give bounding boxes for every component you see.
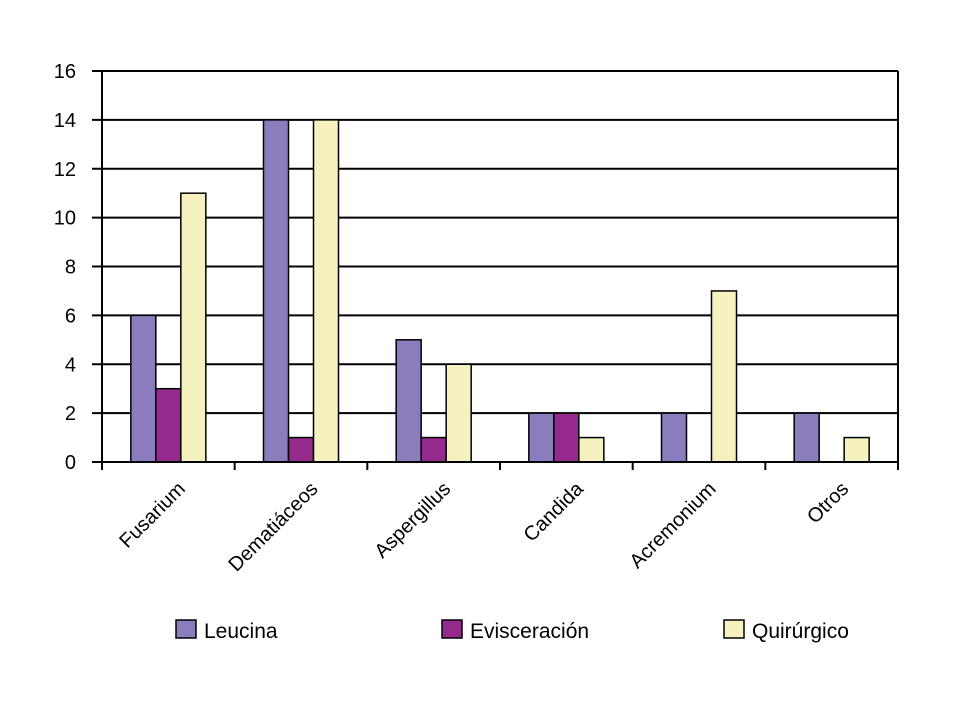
y-tick-label: 4 — [65, 354, 76, 376]
y-tick-label: 16 — [54, 61, 76, 83]
y-tick-label: 6 — [65, 305, 76, 327]
legend-label: Evisceración — [470, 620, 589, 643]
legend-label: Leucina — [204, 620, 278, 643]
y-tick-label: 8 — [65, 257, 76, 279]
bar-leucina-aspergillus — [395, 339, 422, 463]
bar-leucina-dematiáceos — [262, 119, 290, 463]
y-axis-ticks: 0 2 4 6 8 10 12 14 16 — [54, 61, 102, 474]
legend-swatch — [723, 619, 745, 639]
y-tick-label: 12 — [54, 159, 76, 181]
x-tick-label: Aspergillus — [370, 478, 455, 563]
bars — [130, 119, 870, 463]
bar-leucina-fusarium — [130, 314, 157, 463]
bar-quirúrgico-acremonium — [710, 290, 738, 463]
bar-leucina-acremonium — [660, 412, 688, 463]
y-tick-label: 2 — [65, 403, 76, 425]
bar-evisceración-aspergillus — [420, 436, 447, 463]
bar-quirúrgico-candida — [578, 436, 605, 463]
bar-leucina-otros — [793, 412, 820, 463]
gridlines — [102, 70, 898, 415]
x-axis-ticks: Fusarium Dematiáceos Aspergillus Candida Acr… — [101, 462, 899, 576]
y-tick-label: 0 — [65, 452, 76, 474]
legend-swatch — [441, 619, 463, 639]
y-tick-label: 14 — [54, 110, 76, 132]
bar-evisceración-fusarium — [155, 387, 182, 463]
legend-item: Quirúrgico — [723, 619, 849, 643]
x-tick-label: Candida — [520, 477, 589, 546]
bar-quirúrgico-otros — [843, 436, 870, 463]
x-tick-label: Acremonium — [626, 478, 721, 573]
bar-quirúrgico-dematiáceos — [312, 119, 340, 463]
x-tick-label: Fusarium — [115, 478, 190, 553]
legend-item: Leucina — [175, 619, 278, 643]
bar-leucina-candida — [528, 412, 555, 463]
x-tick-label: Otros — [803, 478, 853, 528]
bar-evisceración-candida — [553, 412, 580, 463]
legend-label: Quirúrgico — [752, 620, 849, 643]
legend: Leucina Evisceración Quirúrgico — [175, 619, 849, 643]
y-tick-label: 10 — [54, 208, 76, 230]
legend-item: Evisceración — [441, 619, 589, 643]
bar-evisceración-dematiáceos — [287, 436, 315, 463]
legend-swatch — [175, 619, 197, 639]
bar-quirúrgico-fusarium — [180, 192, 207, 463]
bar-quirúrgico-aspergillus — [445, 363, 472, 463]
x-tick-label: Dematiáceos — [224, 478, 322, 576]
